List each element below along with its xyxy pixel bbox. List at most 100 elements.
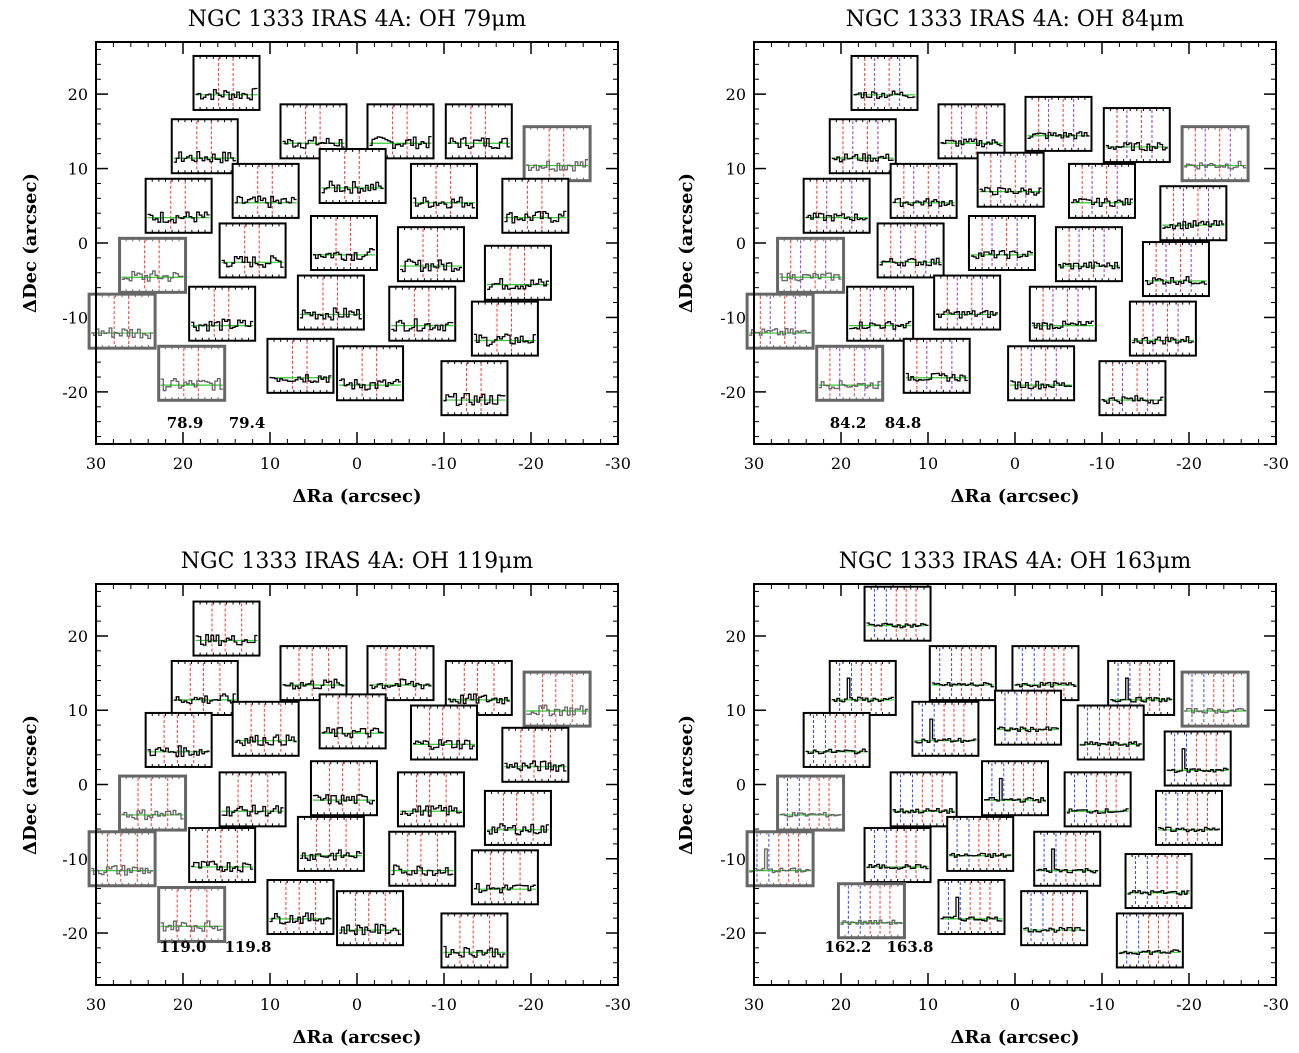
spaxel-frame xyxy=(1159,185,1228,242)
spaxel-frame xyxy=(1028,285,1097,342)
x-tick-label: 10 xyxy=(918,995,938,1014)
spaxel-frame xyxy=(470,849,539,906)
plot-frame xyxy=(95,41,619,445)
spaxel-frame xyxy=(522,670,592,728)
spaxel-frame xyxy=(876,222,945,279)
spaxel xyxy=(396,771,465,828)
spectrum xyxy=(413,196,475,209)
spaxel-frame xyxy=(470,300,539,357)
spectrum xyxy=(321,726,384,739)
spaxel-frame xyxy=(483,789,552,846)
spectrum xyxy=(984,777,1046,803)
spectrum xyxy=(779,811,842,818)
spaxel-frame xyxy=(144,711,213,768)
spectrum xyxy=(1023,926,1086,933)
spectrum xyxy=(805,748,868,755)
spaxel xyxy=(336,345,405,402)
spaxel-frame xyxy=(937,103,1006,160)
spaxel xyxy=(1007,345,1076,402)
spectrum xyxy=(1131,336,1194,345)
y-tick-label: 10 xyxy=(68,701,88,720)
spaxel-frame xyxy=(157,344,227,402)
x-tick-label: 0 xyxy=(1010,995,1020,1014)
spaxel xyxy=(366,645,435,702)
spectrum xyxy=(1079,741,1142,747)
spectrum xyxy=(173,693,236,705)
spectrum xyxy=(282,136,345,149)
spectrum xyxy=(447,693,510,705)
spaxel xyxy=(776,236,846,294)
spaxel-frame xyxy=(1054,226,1123,283)
x-tick-label: -20 xyxy=(518,454,544,473)
y-tick-label: 0 xyxy=(78,776,88,795)
spaxel-grid xyxy=(87,54,592,417)
y-tick-label: 20 xyxy=(68,627,88,646)
x-tick-label: 20 xyxy=(173,454,193,473)
spaxel xyxy=(933,274,1002,331)
spectrum xyxy=(1071,197,1133,208)
spaxel xyxy=(981,760,1049,817)
x-tick-label: -10 xyxy=(1089,454,1115,473)
y-tick-label: 0 xyxy=(736,234,746,253)
spectrum xyxy=(473,883,536,894)
spectrum xyxy=(400,258,462,273)
x-tick-label: 20 xyxy=(831,454,851,473)
spaxel-frame xyxy=(802,177,871,234)
spaxel xyxy=(87,830,157,888)
spectrum xyxy=(447,137,510,150)
spectrum xyxy=(1184,160,1247,170)
spaxel xyxy=(1028,285,1097,342)
spaxel-frame xyxy=(745,292,815,350)
spectrum xyxy=(191,860,254,873)
spectrum xyxy=(1162,220,1225,230)
spaxel xyxy=(967,215,1036,271)
panel-title: NGC 1333 IRAS 4A: OH 84μm xyxy=(846,7,1185,32)
spaxel-frame xyxy=(1124,853,1193,910)
y-axis-label: ΔDec (arcsec) xyxy=(676,715,697,855)
x-tick-label: -10 xyxy=(431,454,457,473)
spaxel-frame xyxy=(1102,107,1171,164)
x-tick-label: 0 xyxy=(352,995,362,1014)
spaxel-frame xyxy=(967,215,1036,271)
spectrum xyxy=(805,212,868,222)
spaxel-frame xyxy=(336,890,405,947)
spaxel xyxy=(1102,107,1171,164)
x-tick-label: 30 xyxy=(744,454,764,473)
spaxel xyxy=(188,827,257,884)
spectrum xyxy=(1118,949,1181,956)
spectrum xyxy=(91,864,154,876)
spectrum xyxy=(369,135,432,150)
spectrum xyxy=(147,211,210,224)
x-tick-label: 30 xyxy=(86,454,106,473)
y-tick-label: 0 xyxy=(736,776,746,795)
spaxel xyxy=(815,344,885,402)
spaxel xyxy=(828,659,897,716)
spaxel-frame xyxy=(218,222,287,279)
spaxel xyxy=(410,162,478,219)
spaxel xyxy=(1033,830,1102,887)
spaxel-frame xyxy=(440,360,509,417)
spaxel-frame xyxy=(828,118,897,175)
spaxel xyxy=(994,689,1063,746)
spectrum xyxy=(147,745,210,758)
spectrum xyxy=(849,321,912,330)
spaxel xyxy=(440,912,509,969)
spaxel xyxy=(745,830,815,888)
spaxel-frame xyxy=(410,704,478,761)
spaxel xyxy=(296,815,365,872)
spaxel-frame xyxy=(87,830,157,888)
spaxel xyxy=(170,659,239,716)
spaxel xyxy=(440,360,509,417)
spaxel-frame xyxy=(933,274,1002,331)
wavelength-label-red: 119.8 xyxy=(225,938,272,956)
spectrum xyxy=(914,718,977,744)
x-tick-label: 0 xyxy=(1010,454,1020,473)
y-tick-label: 10 xyxy=(68,160,88,179)
spectrum xyxy=(339,923,402,936)
spaxel-frame xyxy=(1063,771,1132,828)
spectrum xyxy=(391,318,454,332)
spaxel-grid xyxy=(87,600,592,969)
y-tick-label: -10 xyxy=(62,850,88,869)
spaxel-frame xyxy=(188,827,257,884)
